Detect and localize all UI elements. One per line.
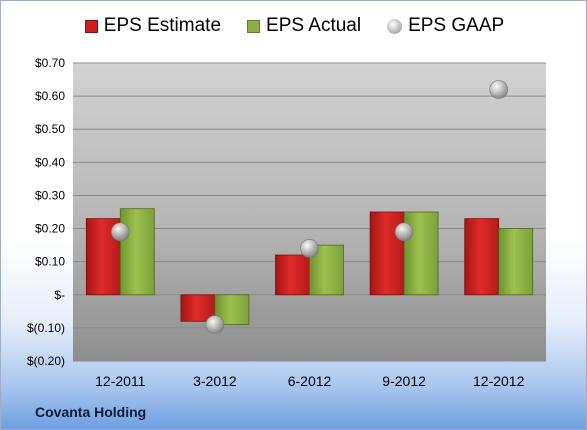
gaap-swatch (387, 18, 403, 34)
legend-item-estimate: EPS Estimate (84, 15, 222, 37)
y-axis-ticks: $0.70 $0.60 $0.50 $0.40 $0.30 $0.20 $0.10 $- $(0… (27, 56, 65, 368)
legend-label-gaap: EPS GAAP (408, 15, 505, 36)
eps-gaap-point (394, 222, 414, 242)
x-axis-ticks: 12-2011 3-2012 6-2012 9-2012 12-2012 (95, 373, 524, 389)
eps-gaap-point (489, 80, 509, 99)
x-tick-label: 12-2012 (473, 373, 525, 389)
bars (85, 208, 534, 325)
gaap-points (111, 80, 509, 334)
company-name: Covanta Holding (35, 404, 147, 420)
x-tick-label: 9-2012 (382, 373, 426, 389)
eps-actual-bar (119, 208, 155, 296)
legend-label-estimate: EPS Estimate (103, 15, 222, 36)
eps-gaap-point (205, 315, 225, 334)
legend: EPS Estimate EPS Actual EPS GAAP (1, 15, 586, 37)
x-tick-label: 3-2012 (193, 373, 237, 389)
y-tick-label: $0.50 (35, 122, 65, 136)
eps-estimate-bar (464, 218, 500, 296)
x-tick-label: 6-2012 (288, 373, 332, 389)
y-tick-label: $0.10 (35, 255, 65, 269)
legend-item-gaap: EPS GAAP (387, 15, 504, 37)
x-tick-label: 12-2011 (95, 373, 146, 389)
y-tick-label: $(0.20) (27, 354, 65, 368)
y-tick-label: $- (54, 288, 65, 302)
eps-estimate-bar (180, 294, 216, 322)
legend-item-actual: EPS Actual (247, 15, 361, 37)
legend-label-actual: EPS Actual (266, 15, 362, 36)
y-tick-label: $0.40 (35, 155, 65, 169)
estimate-swatch (84, 19, 98, 33)
eps-gaap-point (300, 239, 319, 258)
y-tick-label: $0.30 (35, 188, 65, 202)
y-tick-label: $0.60 (35, 89, 65, 103)
y-tick-label: $0.70 (35, 56, 65, 70)
eps-estimate-bar (275, 254, 310, 296)
y-tick-label: $0.20 (35, 222, 65, 236)
y-tick-label: $(0.10) (27, 321, 65, 335)
eps-gaap-point (111, 222, 130, 242)
eps-actual-bar (498, 228, 534, 296)
actual-swatch (247, 19, 261, 33)
